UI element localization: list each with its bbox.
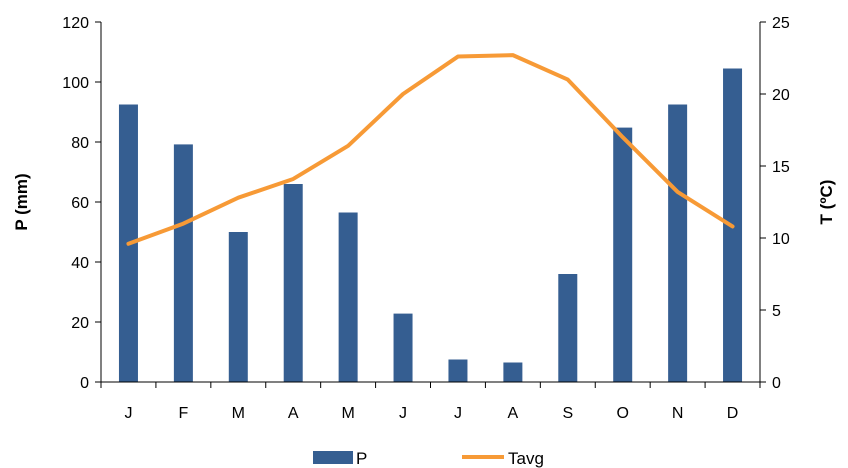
x-tick-label: A — [508, 405, 519, 422]
y2-tick-label: 0 — [772, 375, 781, 392]
x-tick-label: S — [562, 405, 573, 422]
x-tick-label: N — [672, 405, 684, 422]
x-tick-label: M — [341, 405, 354, 422]
bar-8 — [503, 362, 523, 382]
y2-tick-label: 15 — [772, 159, 790, 176]
y-tick-label: 20 — [71, 315, 89, 332]
x-tick-label: J — [454, 405, 462, 422]
bar-10 — [613, 127, 633, 382]
y-tick-label: 100 — [62, 75, 89, 92]
tick-marks — [95, 21, 766, 388]
x-tick-label: A — [288, 405, 299, 422]
legend-swatch-precipitation — [313, 451, 353, 464]
legend-label-precipitation: P — [356, 449, 367, 468]
precipitation-bars — [118, 68, 743, 382]
x-tick-label: M — [232, 405, 245, 422]
legend: P Tavg — [313, 449, 544, 468]
y-tick-label: 40 — [71, 255, 89, 272]
legend-label-temperature: Tavg — [508, 449, 544, 468]
y-tick-label: 80 — [71, 135, 89, 152]
y2-tick-label: 5 — [772, 303, 781, 320]
temperature-line — [126, 53, 735, 246]
x-tick-label: J — [124, 405, 132, 422]
bar-3 — [228, 232, 248, 382]
bar-6 — [393, 313, 413, 382]
bar-2 — [173, 144, 193, 382]
y-tick-label: 0 — [80, 375, 89, 392]
bar-7 — [448, 359, 468, 382]
tick-labels: 0 20 40 60 80 100 120 0 5 10 15 20 25 J F M A M J J A S O N D — [62, 15, 790, 422]
x-tick-label: O — [616, 405, 628, 422]
y-tick-label: 60 — [71, 195, 89, 212]
x-tick-label: D — [727, 405, 739, 422]
x-tick-label: J — [399, 405, 407, 422]
y2-axis-title: T (ºC) — [817, 180, 836, 225]
y2-tick-label: 20 — [772, 87, 790, 104]
y2-tick-label: 25 — [772, 15, 790, 32]
bar-5 — [338, 212, 358, 382]
bar-11 — [668, 104, 688, 382]
x-tick-label: F — [178, 405, 188, 422]
y2-tick-label: 10 — [772, 231, 790, 248]
y-tick-label: 120 — [62, 15, 89, 32]
temperature-line-layer — [126, 53, 735, 246]
y-axis-title: P (mm) — [12, 173, 31, 230]
bar-9 — [558, 274, 578, 382]
bar-4 — [283, 184, 303, 382]
